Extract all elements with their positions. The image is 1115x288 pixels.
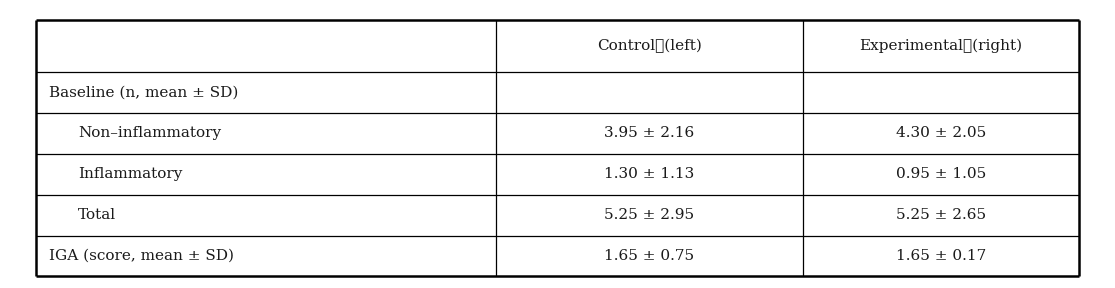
Text: 5.25 ± 2.95: 5.25 ± 2.95	[604, 208, 695, 222]
Text: 1.65 ± 0.75: 1.65 ± 0.75	[604, 249, 695, 263]
Text: 0.95 ± 1.05: 0.95 ± 1.05	[896, 167, 986, 181]
Text: 5.25 ± 2.65: 5.25 ± 2.65	[896, 208, 986, 222]
Text: IGA (score, mean ± SD): IGA (score, mean ± SD)	[49, 249, 234, 263]
Text: Experimental　(right): Experimental (right)	[860, 39, 1022, 53]
Text: 1.65 ± 0.17: 1.65 ± 0.17	[896, 249, 986, 263]
Text: Control　(left): Control (left)	[597, 39, 702, 53]
Text: Inflammatory: Inflammatory	[78, 167, 183, 181]
Text: Non–inflammatory: Non–inflammatory	[78, 126, 221, 140]
Text: 4.30 ± 2.05: 4.30 ± 2.05	[896, 126, 986, 140]
Text: 3.95 ± 2.16: 3.95 ± 2.16	[604, 126, 695, 140]
Text: 1.30 ± 1.13: 1.30 ± 1.13	[604, 167, 695, 181]
Text: Baseline (n, mean ± SD): Baseline (n, mean ± SD)	[49, 85, 239, 99]
Text: Total: Total	[78, 208, 116, 222]
